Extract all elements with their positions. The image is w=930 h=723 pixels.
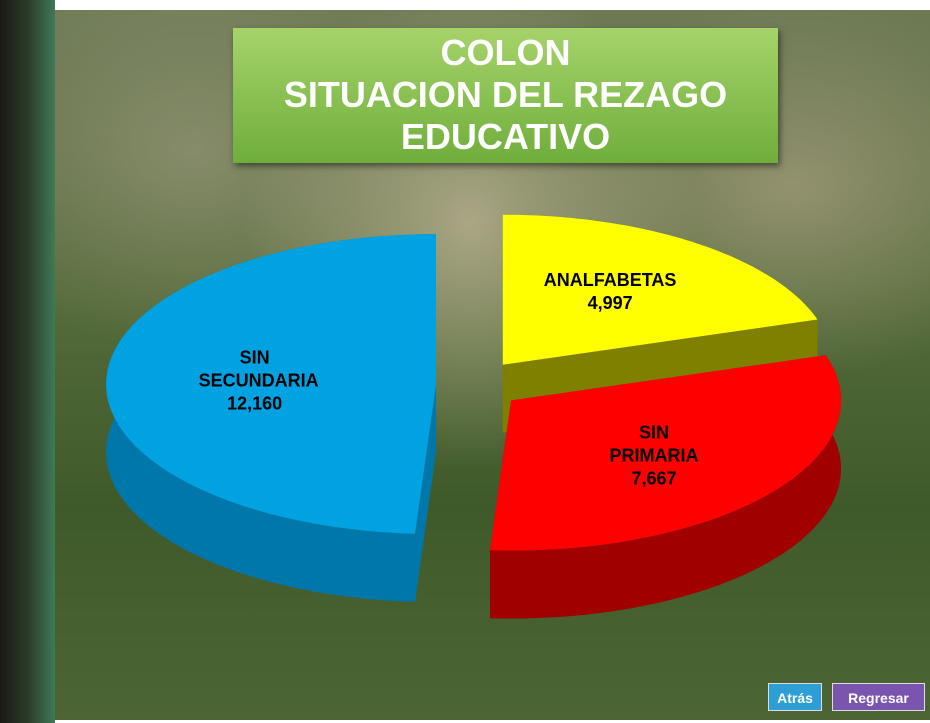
- back-button[interactable]: Atrás: [768, 683, 822, 711]
- category-label: SIN SECUNDARIA: [199, 347, 311, 393]
- category-label: SIN PRIMARIA: [598, 422, 710, 468]
- category-label: ANALFABETAS: [535, 269, 685, 292]
- title-line: SITUACION DEL REZAGO: [233, 74, 778, 116]
- return-button[interactable]: Regresar: [832, 683, 925, 711]
- value-label: 4,997: [535, 292, 685, 315]
- page: COLONSITUACION DEL REZAGOEDUCATIVO Atrás…: [0, 0, 930, 723]
- value-label: 12,160: [199, 393, 311, 416]
- value-label: 7,667: [598, 468, 710, 491]
- title-line: COLON: [233, 32, 778, 74]
- title-line: EDUCATIVO: [233, 116, 778, 158]
